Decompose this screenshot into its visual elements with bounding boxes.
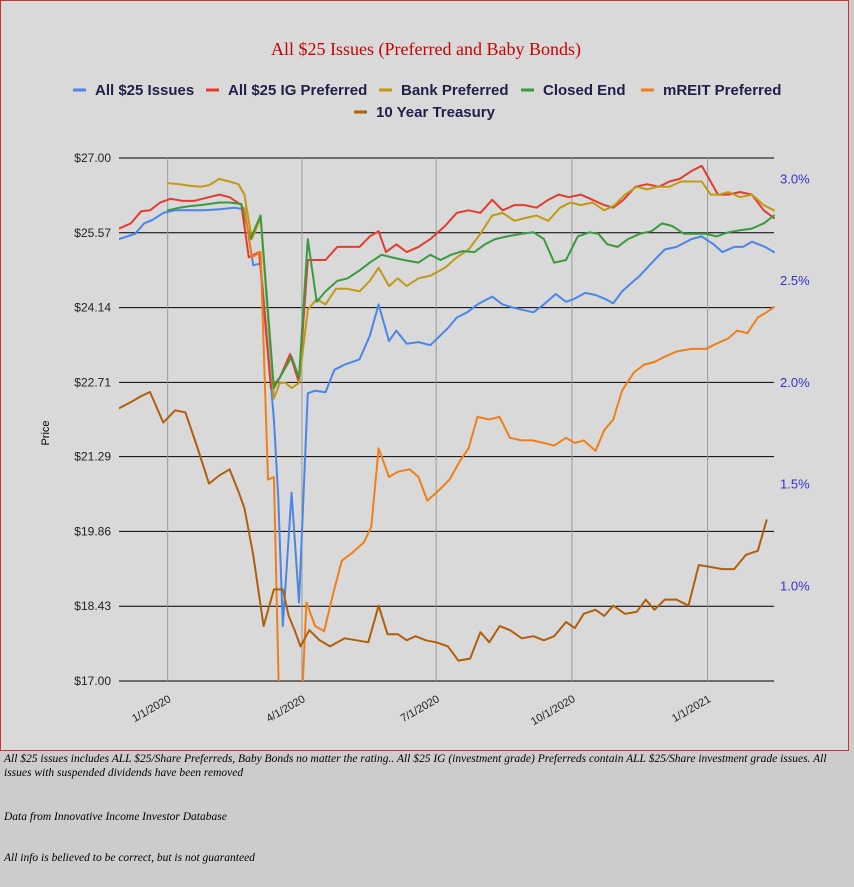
series-line-bank (166, 177, 775, 400)
horizontal-gridlines (119, 157, 774, 682)
footnotes: All $25 issues includes ALL $25/Share Pr… (4, 752, 844, 865)
x-tick-label: 4/1/2020 (264, 693, 307, 725)
footnote-disclaimer: All info is believed to be correct, but … (4, 852, 255, 864)
x-tick-label: 7/1/2020 (399, 693, 442, 725)
y2-tick-label: 2.5% (780, 273, 810, 288)
series-line-all25 (119, 206, 775, 628)
y2-tick-label: 1.0% (780, 578, 810, 593)
series-line-mreit (243, 206, 775, 681)
y-tick-label: $25.57 (74, 226, 111, 240)
y-axis-label: Price (40, 420, 52, 445)
x-tick-label: 1/1/2020 (130, 693, 173, 725)
chart: All $25 Issues (Preferred and Baby Bonds… (40, 39, 810, 728)
y-tick-label: $17.00 (74, 674, 111, 688)
y-axis-ticks: $17.00 $18.43 $19.86 $21.29 $22.71 $24.14 $25.… (74, 151, 111, 688)
y-tick-label: $27.00 (74, 151, 111, 165)
legend-label-closed_end: Closed End (543, 82, 626, 99)
series-line-closed_end (166, 201, 775, 390)
legend-label-treasury: 10 Year Treasury (376, 104, 496, 121)
y-tick-label: $21.29 (74, 450, 111, 464)
y-tick-label: $24.14 (74, 301, 111, 315)
chart-frame: All $25 Issues (Preferred and Baby Bonds… (0, 0, 849, 751)
y2-tick-label: 1.5% (780, 477, 810, 492)
legend-label-all25: All $25 Issues (95, 82, 194, 99)
legend: All $25 Issues All $25 IG Preferred Bank P… (73, 82, 781, 121)
legend-label-ig: All $25 IG Preferred (228, 82, 367, 99)
vertical-gridlines (167, 158, 709, 681)
x-tick-label: 10/1/2020 (529, 693, 577, 728)
series-line-ig (119, 164, 775, 390)
footnote-scope: All $25 issues includes ALL $25/Share Pr… (4, 753, 827, 779)
series-lines (119, 164, 775, 681)
y2-tick-label: 3.0% (780, 171, 810, 186)
series-line-treasury (119, 391, 768, 662)
y-tick-label: $22.71 (74, 375, 111, 389)
y-tick-label: $19.86 (74, 524, 111, 538)
x-tick-label: 1/1/2021 (670, 693, 713, 725)
y2-axis-ticks: 1.0% 1.5% 2.0% 2.5% 3.0% (780, 171, 810, 593)
legend-label-mreit: mREIT Preferred (663, 82, 781, 99)
y2-tick-label: 2.0% (780, 375, 810, 390)
legend-label-bank: Bank Preferred (401, 82, 509, 99)
y-tick-label: $18.43 (74, 599, 111, 613)
x-axis-ticks: 1/1/2020 4/1/2020 7/1/2020 10/1/2020 1/1/202… (130, 693, 713, 728)
chart-title: All $25 Issues (Preferred and Baby Bonds… (271, 39, 581, 60)
footnote-source: Data from Innovative Income Investor Dat… (4, 811, 227, 823)
